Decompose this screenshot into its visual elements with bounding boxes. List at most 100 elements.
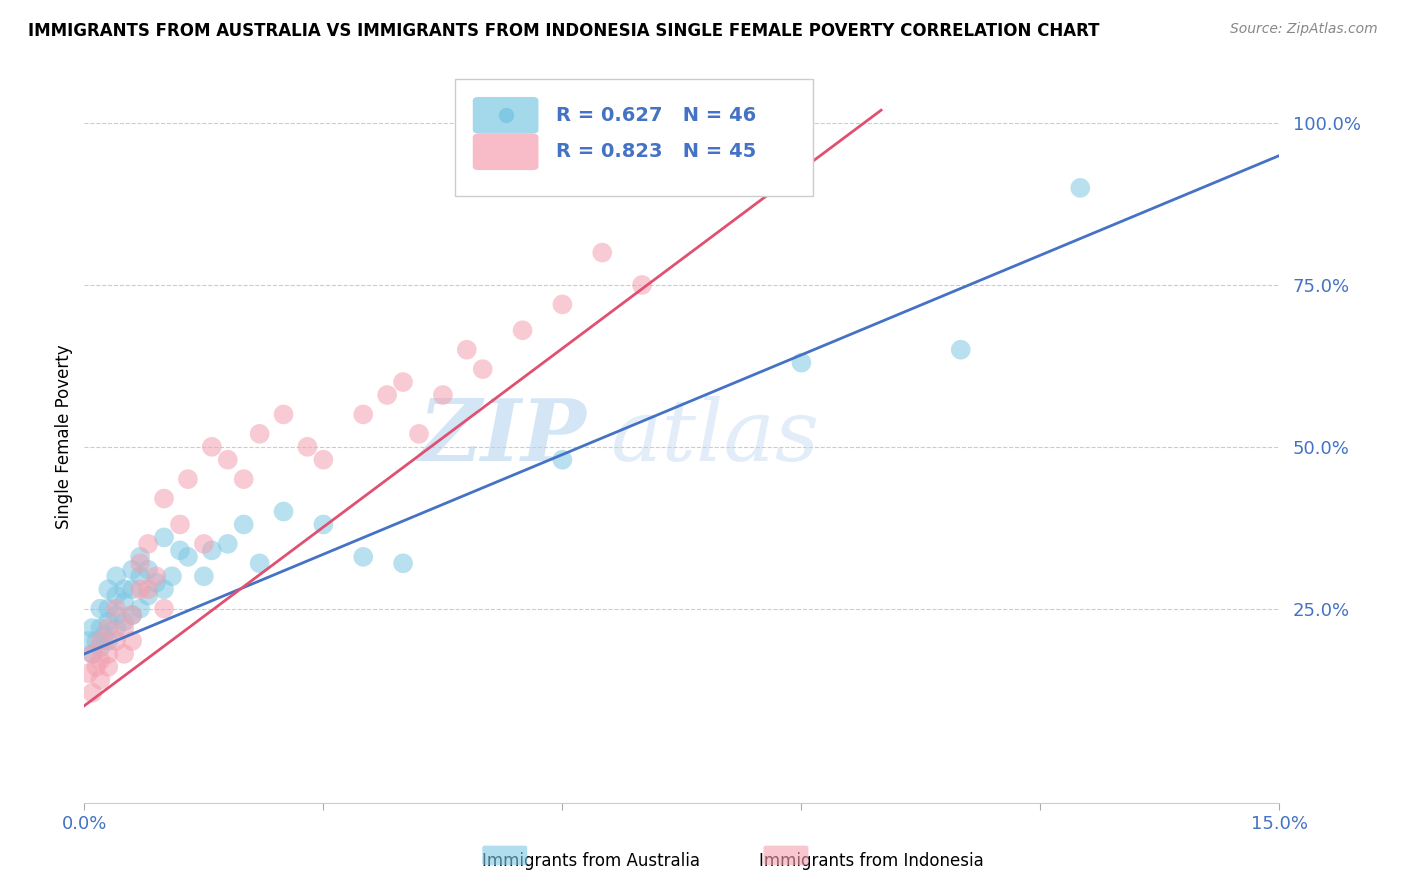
Point [375,388,398,402]
Point [82,621,104,635]
Point [97,582,120,597]
Point [93,627,115,641]
Point [121,582,143,597]
Point [121,608,143,623]
Point [551,452,574,467]
Point [1069,181,1091,195]
Point [392,557,415,571]
Point [97,634,120,648]
Point [89,601,111,615]
Point [193,569,215,583]
Point [249,426,271,441]
Point [551,297,574,311]
Point [273,408,295,422]
Point [153,582,176,597]
Point [112,615,135,629]
Point [105,569,128,583]
Point [129,601,152,615]
Point [432,388,454,402]
Point [105,634,128,648]
Point [89,673,111,687]
Point [82,647,104,661]
Point [631,277,654,292]
Text: atlas: atlas [610,396,820,478]
FancyBboxPatch shape [472,97,538,134]
Point [121,563,143,577]
Point [136,589,159,603]
Point [86,634,108,648]
Point [89,621,111,635]
Text: Immigrants from Australia: Immigrants from Australia [481,852,700,870]
Point [790,116,813,130]
Point [129,557,152,571]
Point [145,569,167,583]
Text: IMMIGRANTS FROM AUSTRALIA VS IMMIGRANTS FROM INDONESIA SINGLE FEMALE POVERTY COR: IMMIGRANTS FROM AUSTRALIA VS IMMIGRANTS … [28,22,1099,40]
Text: Source: ZipAtlas.com: Source: ZipAtlas.com [1230,22,1378,37]
Text: R = 0.627   N = 46: R = 0.627 N = 46 [557,106,756,125]
Point [136,537,159,551]
Point [177,472,200,486]
Point [232,517,254,532]
FancyBboxPatch shape [472,134,538,170]
Point [217,537,239,551]
Point [97,621,120,635]
Point [392,375,415,389]
Point [273,504,295,518]
Point [97,615,120,629]
Point [136,582,159,597]
Point [456,343,478,357]
Point [105,589,128,603]
Point [249,557,271,571]
Point [86,660,108,674]
Point [89,653,111,667]
Point [129,569,152,583]
Point [153,601,176,615]
Point [97,660,120,674]
Point [112,582,135,597]
Point [408,426,430,441]
FancyBboxPatch shape [456,78,814,195]
Point [153,530,176,544]
Point [89,640,111,655]
Point [312,452,335,467]
Point [177,549,200,564]
Point [169,543,191,558]
Point [112,621,135,635]
Text: R = 0.823   N = 45: R = 0.823 N = 45 [557,143,756,161]
Point [201,440,224,454]
Point [217,452,239,467]
Point [82,647,104,661]
Point [193,537,215,551]
Point [97,601,120,615]
Point [112,595,135,609]
Text: Immigrants from Indonesia: Immigrants from Indonesia [759,852,984,870]
Point [105,608,128,623]
Point [352,549,374,564]
Text: ZIP: ZIP [419,395,586,479]
Point [160,569,183,583]
Point [112,647,135,661]
Point [77,666,100,681]
Point [89,634,111,648]
Point [82,686,104,700]
Y-axis label: Single Female Poverty: Single Female Poverty [55,345,73,529]
Point [129,549,152,564]
Point [949,343,972,357]
Point [312,517,335,532]
Point [105,601,128,615]
Point [169,517,191,532]
Point [352,408,374,422]
Point [121,608,143,623]
Point [512,323,534,337]
Point [136,563,159,577]
Point [297,440,319,454]
Point [77,634,100,648]
Point [471,362,494,376]
Point [591,245,613,260]
Point [129,582,152,597]
Point [145,575,167,590]
Point [232,472,254,486]
Point [97,647,120,661]
Point [201,543,224,558]
Point [790,356,813,370]
